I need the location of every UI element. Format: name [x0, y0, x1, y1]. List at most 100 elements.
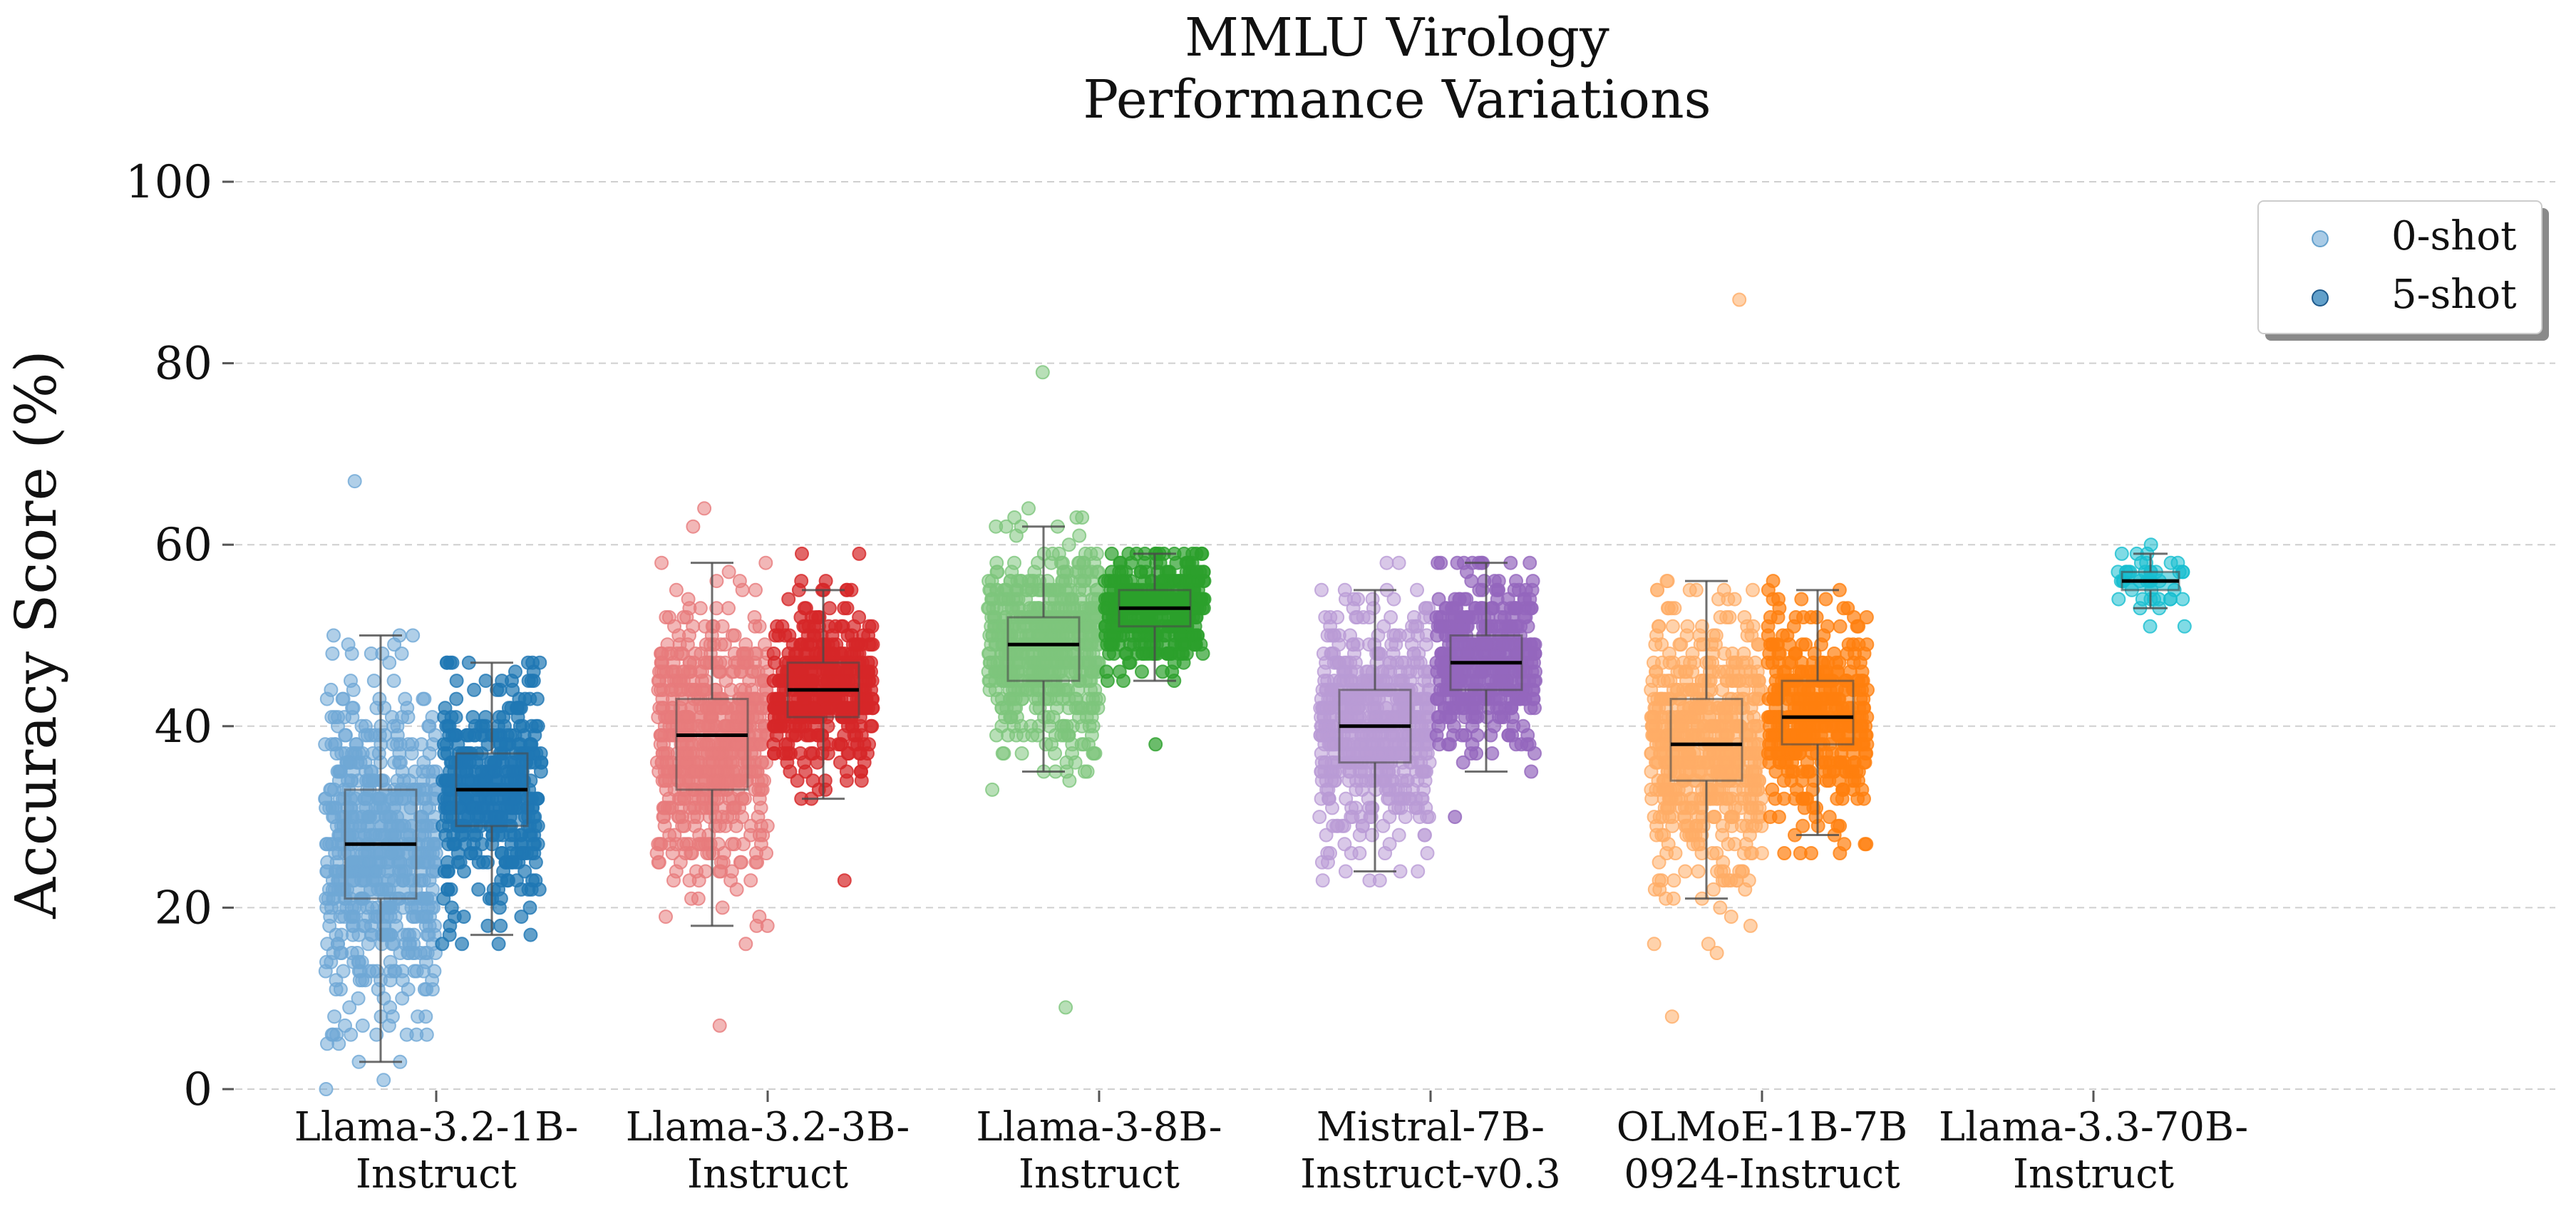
data-point	[1707, 810, 1722, 825]
data-point	[676, 664, 690, 679]
data-point	[1415, 764, 1430, 779]
data-point	[524, 846, 539, 860]
data-point	[364, 646, 378, 661]
data-point	[659, 755, 674, 770]
data-point	[1508, 601, 1523, 616]
data-point	[443, 655, 458, 670]
data-point	[1709, 846, 1724, 860]
data-point	[1384, 610, 1398, 624]
data-point	[725, 810, 740, 825]
data-point	[840, 601, 855, 616]
box-iqr	[1006, 616, 1081, 682]
data-point	[1136, 646, 1151, 661]
data-point	[1689, 582, 1704, 597]
data-point	[664, 646, 679, 661]
data-point	[347, 474, 362, 489]
data-point	[822, 601, 837, 616]
data-point	[386, 737, 401, 752]
data-point	[1443, 737, 1457, 752]
data-point	[1752, 800, 1767, 815]
data-point	[734, 664, 748, 679]
data-point	[346, 682, 361, 697]
data-point	[752, 619, 767, 634]
data-point	[397, 927, 411, 942]
data-point	[1077, 565, 1092, 579]
data-point	[1661, 837, 1676, 852]
data-point	[1048, 592, 1062, 607]
data-point	[1345, 810, 1360, 825]
data-point	[1103, 637, 1118, 652]
data-point	[524, 674, 539, 689]
data-point	[364, 927, 378, 942]
data-point	[496, 710, 511, 725]
data-point	[797, 755, 812, 770]
data-point	[1523, 592, 1537, 607]
data-point	[1664, 1009, 1679, 1024]
data-point	[1116, 674, 1130, 689]
data-point	[989, 582, 1004, 597]
data-point	[1654, 655, 1669, 670]
data-point	[863, 718, 878, 733]
data-point	[712, 1018, 727, 1033]
data-point	[755, 755, 770, 770]
data-point	[1430, 691, 1445, 706]
data-point	[1750, 773, 1765, 788]
data-point	[1021, 501, 1036, 516]
data-point	[371, 982, 386, 996]
data-point	[1684, 682, 1699, 697]
data-point	[319, 691, 334, 706]
data-point	[1314, 746, 1329, 761]
data-point	[1701, 937, 1716, 952]
data-point	[1372, 873, 1387, 888]
data-point	[1446, 718, 1461, 733]
data-point	[1182, 574, 1197, 589]
data-point	[1644, 791, 1659, 806]
data-point	[395, 991, 410, 1006]
data-point	[1528, 664, 1542, 679]
data-point	[1312, 810, 1327, 825]
data-point	[1324, 737, 1339, 752]
data-point	[471, 882, 486, 897]
data-point	[1352, 828, 1367, 843]
data-point	[1148, 737, 1163, 752]
data-point	[1727, 837, 1742, 852]
data-point	[1415, 691, 1430, 706]
data-point	[766, 646, 781, 661]
data-point	[1672, 637, 1687, 652]
data-point	[1665, 619, 1680, 634]
data-point	[1418, 828, 1432, 843]
data-point	[399, 1027, 414, 1042]
data-point	[1525, 574, 1540, 589]
data-point	[785, 728, 800, 743]
data-point	[1771, 610, 1786, 624]
data-point	[386, 674, 401, 689]
data-point	[985, 628, 1000, 643]
data-point	[1743, 846, 1758, 860]
data-point	[694, 800, 709, 815]
data-point	[1418, 710, 1433, 725]
data-point	[350, 946, 365, 960]
data-point	[331, 937, 346, 952]
data-point	[478, 674, 493, 689]
data-point	[1099, 664, 1114, 679]
data-point	[422, 718, 437, 733]
data-point	[771, 710, 786, 725]
data-point	[441, 864, 455, 879]
data-point	[1379, 555, 1394, 570]
data-point	[408, 764, 423, 779]
data-point	[715, 619, 730, 634]
data-point	[1035, 365, 1050, 380]
data-point	[1138, 628, 1153, 643]
data-point	[727, 628, 742, 643]
data-point	[1741, 873, 1756, 888]
data-point	[319, 1082, 334, 1096]
data-point	[1523, 555, 1537, 570]
data-point	[1420, 846, 1435, 860]
data-point	[1083, 655, 1098, 670]
data-point	[1155, 664, 1170, 679]
data-point	[659, 610, 674, 624]
data-point	[794, 574, 809, 589]
data-point	[649, 846, 664, 860]
data-point	[754, 773, 769, 788]
plot-marks	[318, 292, 2192, 1096]
